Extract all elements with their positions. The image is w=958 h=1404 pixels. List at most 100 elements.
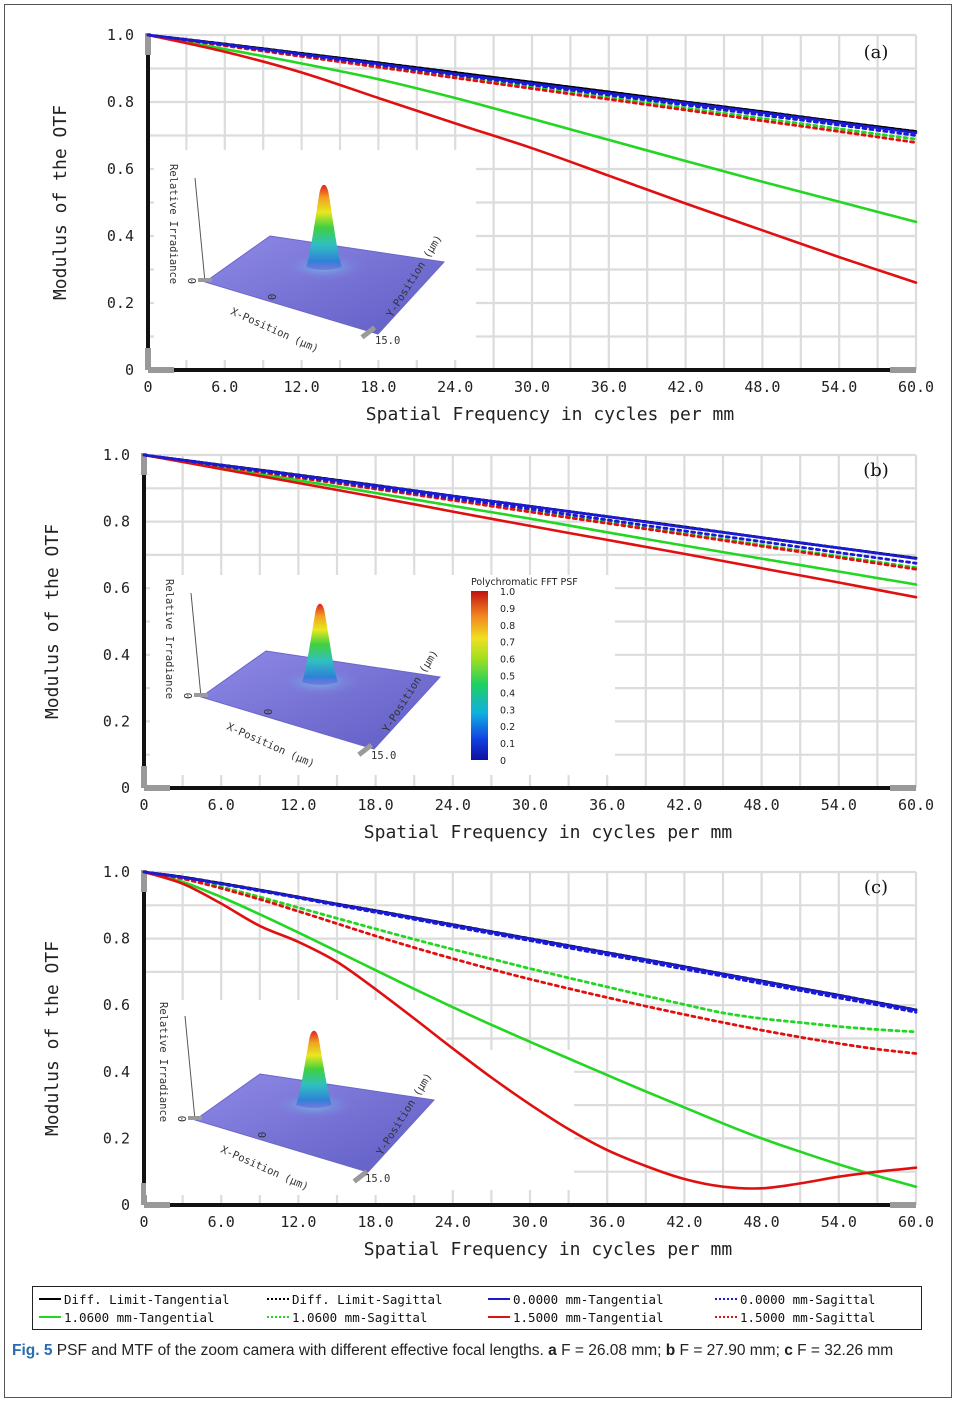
y-tick-label: 1.0	[103, 446, 130, 464]
colorbar-tick-label: 0.1	[500, 739, 515, 750]
panel-label: (a)	[864, 42, 889, 63]
x-tick-label: 30.0	[512, 1213, 548, 1231]
psf-plane	[199, 650, 442, 750]
y-tick-label: 0.2	[103, 712, 130, 730]
colorbar-tick-label: 0.5	[500, 672, 515, 683]
x-tick-label: 6.0	[208, 796, 235, 814]
y-tick-label: 0.4	[103, 1063, 130, 1081]
inset-z-label: Relative Irradiance	[167, 164, 179, 284]
series-line-1-0600-mm-tangential	[146, 33, 918, 224]
legend-label: Diff. Limit-Tangential	[64, 1291, 230, 1307]
y-axis-cap-bottom	[141, 1183, 147, 1205]
legend-item: 1.0600 mm-Sagittal	[267, 1309, 427, 1325]
psf-inset: Relative Irradiance 00X-Position (µm)Y-Po…	[154, 150, 476, 360]
series-line-1-5000-mm-tangential	[146, 33, 918, 284]
series-line-1-5000-mm-tangential	[142, 453, 918, 599]
caption-b-text: F = 27.90 mm;	[675, 1342, 785, 1359]
legend-line-swatch	[39, 1298, 61, 1300]
x-axis-cap-left	[144, 785, 170, 791]
y-tick-label: 0.8	[107, 93, 134, 111]
x-tick-label: 42.0	[666, 796, 702, 814]
series-line-1-5000-mm-tangential	[142, 870, 918, 1190]
z-axis-tick	[188, 1116, 202, 1120]
y-tick-label: 0	[121, 1196, 130, 1214]
figure-frame	[4, 4, 952, 1398]
inset-edge-label: 15.0	[371, 750, 396, 762]
inset-zero-label: 0	[177, 1116, 189, 1122]
y-tick-label: 1.0	[107, 26, 134, 44]
y-tick-label: 0.2	[107, 294, 134, 312]
series-line-1-0600-mm-tangential	[142, 453, 918, 586]
x-axis-cap-right	[890, 1202, 916, 1208]
legend-label: 1.0600 mm-Sagittal	[292, 1309, 428, 1325]
caption-a-label: a	[548, 1342, 557, 1359]
x-tick-label: 48.0	[744, 796, 780, 814]
x-tick-label: 60.0	[898, 1213, 934, 1231]
inset-zero-label: 0	[187, 278, 199, 284]
colorbar-tick-label: 1.0	[500, 587, 515, 598]
series-line-1-5000-mm-sagittal	[142, 870, 918, 1055]
x-tick-label: 12.0	[284, 378, 320, 396]
y-axis-cap-bottom	[141, 766, 147, 788]
y-tick-label: 0	[125, 361, 134, 379]
legend-item: 0.0000 mm-Sagittal	[715, 1291, 875, 1307]
caption-fig-number: Fig. 5	[12, 1342, 53, 1359]
x-tick-label: 0	[143, 378, 152, 396]
y-axis-tick	[357, 742, 373, 757]
x-tick-label: 60.0	[898, 378, 934, 396]
psf-plane	[193, 1073, 436, 1173]
x-axis-cap-left	[148, 367, 174, 373]
y-tick-label: 1.0	[103, 863, 130, 881]
legend-line-swatch	[488, 1298, 510, 1300]
y-tick-label: 0.4	[103, 646, 130, 664]
series-line-0-0000-mm-tangential	[142, 870, 918, 1012]
panel-label: (c)	[864, 877, 888, 898]
x-tick-label: 12.0	[280, 1213, 316, 1231]
x-tick-label: 6.0	[211, 378, 238, 396]
x-tick-label: 24.0	[435, 796, 471, 814]
psf-peak	[306, 184, 342, 270]
inset-x-zero: 0	[267, 294, 279, 300]
y-axis-label: Modulus of the OTF	[50, 105, 71, 300]
y-tick-label: 0.4	[107, 227, 134, 245]
z-axis-tick	[198, 278, 212, 282]
inset-x-zero: 0	[263, 709, 275, 715]
psf-plane	[203, 235, 446, 335]
legend-line-swatch	[715, 1316, 737, 1318]
x-tick-label: 0	[139, 796, 148, 814]
inset-x-zero: 0	[257, 1132, 269, 1138]
legend-label: 1.5000 mm-Sagittal	[740, 1309, 876, 1325]
chart-panel-3: 0 6.0 12.0 18.0 24.0 30.0 36.0 42.0 48.0 54.0 60.0…	[42, 863, 934, 1260]
x-tick-label: 42.0	[666, 1213, 702, 1231]
colorbar-title: Polychromatic FFT PSF	[471, 577, 578, 588]
caption-a-text: F = 26.08 mm;	[556, 1342, 666, 1359]
caption-c-label: c	[784, 1342, 793, 1359]
legend-item: 1.5000 mm-Tangential	[488, 1309, 664, 1325]
x-tick-label: 48.0	[744, 378, 780, 396]
y-tick-label: 0.2	[103, 1129, 130, 1147]
x-tick-label: 54.0	[821, 1213, 857, 1231]
legend-line-swatch	[715, 1298, 737, 1300]
x-tick-label: 30.0	[514, 378, 550, 396]
colorbar-tick-label: 0.3	[500, 705, 515, 716]
y-tick-label: 0.6	[103, 996, 130, 1014]
caption-text: PSF and MTF of the zoom camera with diff…	[52, 1342, 549, 1359]
x-tick-label: 18.0	[360, 378, 396, 396]
figure-caption: Fig. 5 PSF and MTF of the zoom camera wi…	[12, 1340, 932, 1361]
chart-panel-1: 0 6.0 12.0 18.0 24.0 30.0 36.0 42.0 48.0 54.0 60.0…	[50, 26, 934, 425]
y-tick-label: 0	[121, 779, 130, 797]
y-tick-label: 0.8	[103, 930, 130, 948]
psf-peak	[302, 603, 338, 685]
psf-inset: Relative Irradiance 00X-Position (µm)Y-Po…	[150, 575, 615, 775]
legend: Diff. Limit-Tangential Diff. Limit-Sagitt…	[32, 1286, 922, 1330]
x-tick-label: 60.0	[898, 796, 934, 814]
legend-line-swatch	[267, 1298, 289, 1300]
y-axis-cap-top	[145, 33, 151, 55]
legend-item: 1.5000 mm-Sagittal	[715, 1309, 875, 1325]
x-tick-label: 36.0	[589, 796, 625, 814]
caption-c-text: F = 32.26 mm	[792, 1342, 894, 1359]
x-tick-label: 12.0	[280, 796, 316, 814]
inset-edge-label: 15.0	[365, 1173, 390, 1185]
legend-label: 0.0000 mm-Tangential	[513, 1291, 664, 1307]
